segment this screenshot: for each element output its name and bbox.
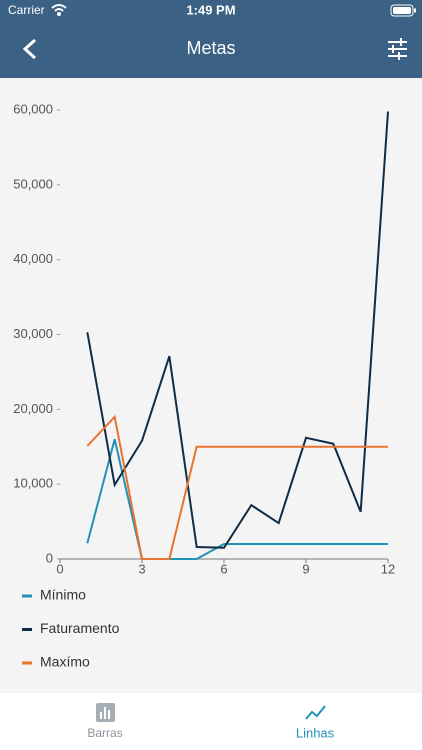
series-line — [86, 111, 389, 549]
y-tick-label: 0 — [46, 550, 53, 565]
clock: 1:49 PM — [186, 2, 235, 17]
tab-bar — [0, 693, 422, 750]
x-tick-label: 12 — [381, 561, 395, 576]
legend-label: Faturamento — [40, 620, 120, 636]
x-tick-label: 3 — [138, 561, 145, 576]
y-tick-label: 20,000 — [13, 401, 53, 416]
carrier: Carrier — [8, 3, 45, 17]
wifi-icon — [51, 4, 67, 16]
y-tick-label: 40,000 — [13, 251, 53, 266]
tab-linhas[interactable]: Linhas — [296, 705, 335, 740]
legend-label: Maxímo — [40, 654, 90, 670]
x-tick-label: 0 — [56, 561, 63, 576]
battery-icon — [390, 4, 416, 17]
header-bar — [0, 0, 422, 78]
tab-label: Linhas — [296, 725, 335, 740]
y-tick-label: 30,000 — [13, 326, 53, 341]
x-tick-label: 6 — [220, 561, 227, 576]
screen-title: Metas — [186, 38, 235, 58]
x-tick-label: 9 — [302, 561, 309, 576]
filter-button[interactable] — [388, 38, 407, 60]
tab-icon — [305, 705, 326, 720]
tab-label: Barras — [87, 726, 122, 740]
tab-barras[interactable]: Barras — [87, 703, 123, 740]
legend-label: Mínimo — [40, 587, 86, 603]
y-tick-label: 50,000 — [13, 176, 53, 191]
series-line — [86, 414, 388, 560]
back-button[interactable] — [22, 38, 37, 60]
y-tick-label: 10,000 — [13, 476, 53, 491]
y-tick-label: 60,000 — [13, 101, 53, 116]
